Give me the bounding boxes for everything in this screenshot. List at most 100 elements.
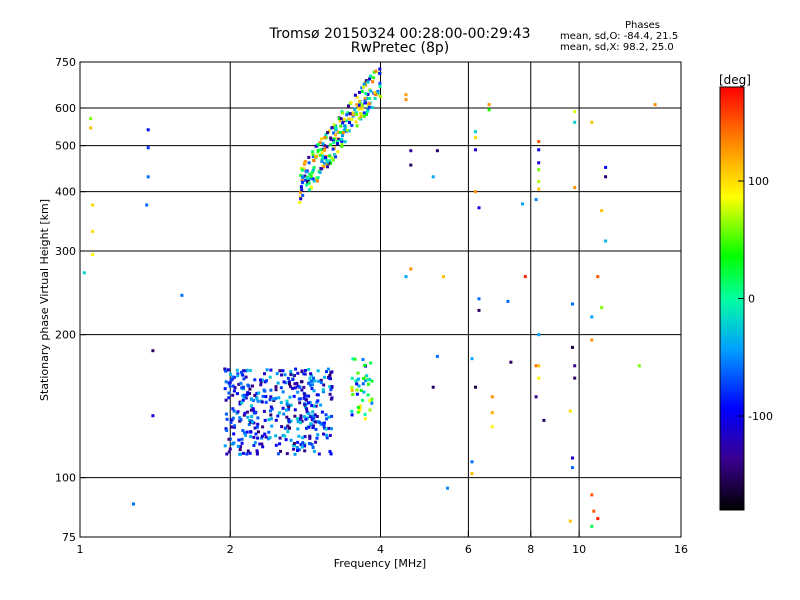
data-point <box>378 71 382 75</box>
data-point <box>338 131 342 134</box>
data-point <box>571 466 574 470</box>
data-point <box>300 370 304 374</box>
data-point <box>325 417 329 421</box>
data-point <box>592 509 596 513</box>
data-point <box>573 186 577 190</box>
data-point <box>229 378 233 382</box>
data-point <box>326 160 329 164</box>
data-point <box>338 119 342 123</box>
data-point <box>310 170 314 174</box>
data-point <box>288 382 291 386</box>
data-point <box>280 425 284 429</box>
data-point <box>249 430 253 434</box>
data-point <box>275 372 279 376</box>
data-point <box>280 373 283 377</box>
data-point <box>506 299 510 303</box>
data-point <box>311 414 315 418</box>
data-point <box>248 419 251 422</box>
data-point <box>145 203 149 207</box>
data-point <box>327 129 331 133</box>
data-point <box>291 378 295 381</box>
data-point <box>334 155 338 159</box>
data-point <box>278 442 282 446</box>
data-point <box>289 370 293 374</box>
data-point <box>354 111 358 115</box>
data-point <box>295 417 299 421</box>
data-point <box>268 375 272 379</box>
data-point <box>238 416 242 420</box>
data-point <box>278 369 282 373</box>
data-point <box>345 119 349 123</box>
data-point <box>568 519 572 523</box>
data-point <box>573 376 577 380</box>
data-point <box>320 167 324 171</box>
data-point <box>305 409 309 413</box>
data-point <box>311 168 315 172</box>
data-point <box>368 97 372 100</box>
data-point <box>238 452 242 456</box>
data-point <box>298 401 302 405</box>
data-point <box>358 407 362 411</box>
data-point <box>250 404 253 408</box>
data-point <box>260 400 264 404</box>
data-point <box>269 395 273 399</box>
data-point <box>301 436 305 440</box>
data-point <box>311 152 315 156</box>
data-point <box>303 369 307 372</box>
data-point <box>330 370 334 374</box>
data-point <box>241 373 245 377</box>
data-point <box>590 315 594 319</box>
data-point <box>265 379 268 383</box>
data-point <box>366 382 370 386</box>
data-point <box>241 451 245 455</box>
data-point <box>287 407 290 411</box>
data-point <box>298 397 302 401</box>
data-point <box>316 369 320 373</box>
data-point <box>332 137 336 141</box>
data-point <box>287 380 291 384</box>
data-point <box>262 409 266 413</box>
data-point <box>227 437 231 441</box>
data-point <box>339 117 343 121</box>
data-point <box>233 424 237 428</box>
data-point <box>227 396 231 400</box>
colorbar-tick-label: 100 <box>748 175 769 188</box>
data-point <box>362 114 366 118</box>
data-point <box>301 441 305 445</box>
data-point <box>378 84 382 88</box>
data-point <box>264 400 268 404</box>
data-point <box>404 275 408 279</box>
colorbar-ticks: -100 0 100 <box>738 175 773 423</box>
data-point <box>571 302 574 306</box>
data-point <box>328 154 332 158</box>
data-point <box>573 364 577 368</box>
data-point <box>326 165 330 169</box>
data-point <box>323 136 327 140</box>
data-point <box>251 399 255 402</box>
data-point <box>304 405 307 409</box>
data-point <box>363 101 367 105</box>
data-point <box>244 433 247 437</box>
data-point <box>228 447 232 451</box>
data-point <box>360 103 364 107</box>
data-point <box>359 112 363 116</box>
data-point <box>328 385 332 389</box>
data-point <box>509 360 513 364</box>
data-point <box>263 372 266 376</box>
data-point <box>262 388 266 392</box>
data-point <box>283 373 287 377</box>
data-point <box>361 398 364 402</box>
data-point <box>431 175 435 179</box>
data-point <box>320 137 323 141</box>
data-point <box>337 117 341 120</box>
data-point <box>331 158 335 162</box>
data-point <box>327 415 331 419</box>
data-point <box>319 148 323 152</box>
data-point <box>328 450 332 454</box>
data-point <box>534 364 538 368</box>
data-point <box>474 148 477 152</box>
data-point <box>339 124 343 128</box>
data-point <box>435 149 439 153</box>
data-point <box>299 197 303 201</box>
